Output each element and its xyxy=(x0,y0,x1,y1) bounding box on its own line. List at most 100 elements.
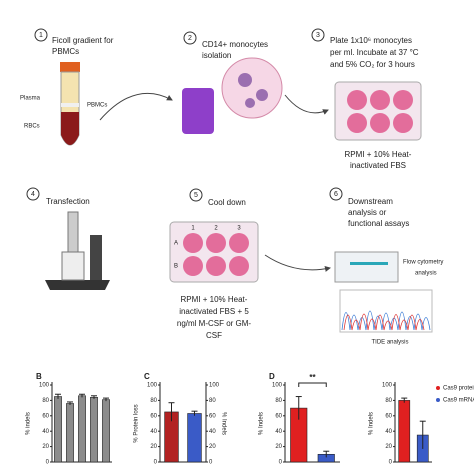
y-tick-label: 60 xyxy=(150,413,157,419)
bar xyxy=(90,397,98,463)
bar xyxy=(54,396,62,463)
legend-marker xyxy=(436,386,440,390)
step-number: 6 xyxy=(334,191,338,198)
caption: inactivated FBS xyxy=(350,161,406,170)
legend-label: Cas9 protein xyxy=(443,386,474,392)
caption: inactivated FBS + 5 xyxy=(179,307,249,316)
step-5: 5 Cool down 1 2 3 A B RPMI + 10% Heat- i… xyxy=(169,188,331,340)
y-tick-label: 0 xyxy=(46,460,50,466)
caption: ng/ml M-CSF or GM- xyxy=(177,319,252,328)
y2-tick-label: 60 xyxy=(209,413,216,419)
layer-label: Plasma xyxy=(20,96,41,102)
cytometer xyxy=(334,251,399,283)
y-tick-label: 20 xyxy=(150,444,157,450)
step-text: CD14+ monocytes xyxy=(202,40,268,49)
bar xyxy=(398,400,411,463)
step-number: 1 xyxy=(39,32,43,39)
y-tick-label: 20 xyxy=(275,444,282,450)
y-tick-label: 20 xyxy=(42,444,49,450)
plate-label: A xyxy=(174,241,178,247)
plate-label: 3 xyxy=(237,226,241,232)
bar xyxy=(102,399,110,463)
y2-tick-label: 20 xyxy=(209,444,216,450)
step-text: per ml. Incubate at 37 °C xyxy=(330,48,419,57)
plate-label: 1 xyxy=(191,226,195,232)
y2-tick-label: 40 xyxy=(209,429,216,435)
rbc-layer xyxy=(61,112,79,145)
panel-label: C xyxy=(144,372,150,381)
significance-bracket xyxy=(298,382,327,387)
legend-label: Cas9 mRNA xyxy=(443,398,474,404)
y-tick-label: 100 xyxy=(147,383,158,389)
magnet xyxy=(182,88,214,134)
step-text: and 5% CO₂ for 3 hours xyxy=(330,60,415,69)
step-text: analysis or xyxy=(348,208,387,217)
y-tick-label: 80 xyxy=(385,398,392,404)
y-tick-label: 20 xyxy=(385,444,392,450)
step-text: Plate 1x10⁶ monocytes xyxy=(330,36,412,45)
step-1: 1 Ficoll gradient for PBMCs Plasma PBMCs… xyxy=(20,28,173,146)
y2-tick-label: 100 xyxy=(209,383,220,389)
cytometer-stripe xyxy=(350,262,388,265)
step-text: Downstream xyxy=(348,197,393,206)
y-axis-label: % Indels xyxy=(259,412,265,435)
caption: RPMI + 10% Heat- xyxy=(345,150,412,159)
label: Flow cytometry xyxy=(403,260,443,266)
step-text: PBMCs xyxy=(52,47,79,56)
arrow xyxy=(99,92,173,121)
step-text: Transfection xyxy=(46,197,90,206)
arrow xyxy=(284,94,329,115)
y-axis-label: % Indels xyxy=(369,412,375,435)
panel-label: D xyxy=(269,372,275,381)
step-4: 4 Transfection xyxy=(26,187,110,290)
y-tick-label: 100 xyxy=(382,383,393,389)
y-axis-label: % indels xyxy=(26,412,32,435)
step-text: Cool down xyxy=(208,198,246,207)
cell xyxy=(245,98,255,108)
step-text: isolation xyxy=(202,51,231,60)
device-stand xyxy=(90,235,102,280)
plate-label: 2 xyxy=(214,226,218,232)
y-tick-label: 80 xyxy=(150,398,157,404)
bar xyxy=(187,413,202,463)
step-number: 5 xyxy=(194,192,198,199)
device-base xyxy=(45,280,110,290)
step-number: 3 xyxy=(316,32,320,39)
caption: CSF xyxy=(206,331,222,340)
y-tick-label: 40 xyxy=(385,429,392,435)
step-text: Ficoll gradient for xyxy=(52,36,114,45)
step-number: 2 xyxy=(188,35,192,42)
chromatogram xyxy=(339,289,433,333)
y-tick-label: 0 xyxy=(389,460,393,466)
plate-label: B xyxy=(174,264,178,270)
pbmc-layer xyxy=(61,103,79,107)
step-6: 6 Downstream analysis or functional assa… xyxy=(329,187,443,346)
bar xyxy=(78,395,86,463)
y-tick-label: 60 xyxy=(275,413,282,419)
layer-label: RBCs xyxy=(24,124,40,130)
step-2: 2 CD14+ monocytes isolation xyxy=(182,31,329,134)
legend-marker xyxy=(436,398,440,402)
bar xyxy=(66,403,74,463)
cell xyxy=(256,89,268,101)
pipette xyxy=(67,211,79,253)
y-tick-label: 60 xyxy=(385,413,392,419)
y-tick-label: 40 xyxy=(275,429,282,435)
y-tick-label: 100 xyxy=(272,383,283,389)
label: TIDE analysis xyxy=(371,340,408,346)
cell xyxy=(238,73,252,87)
y2-tick-label: 80 xyxy=(209,398,216,404)
y-tick-label: 60 xyxy=(42,413,49,419)
y2-tick-label: 0 xyxy=(209,460,213,466)
device-holder xyxy=(61,251,85,281)
y-tick-label: 80 xyxy=(275,398,282,404)
panel-label: B xyxy=(36,372,42,381)
y-tick-label: 0 xyxy=(279,460,283,466)
layer-label: PBMCs xyxy=(87,103,107,109)
y-tick-label: 40 xyxy=(150,429,157,435)
zoom-circle xyxy=(221,57,283,119)
arrow xyxy=(264,254,331,272)
y2-axis-label: % Indels xyxy=(220,412,226,435)
step-text: functional assays xyxy=(348,219,409,228)
